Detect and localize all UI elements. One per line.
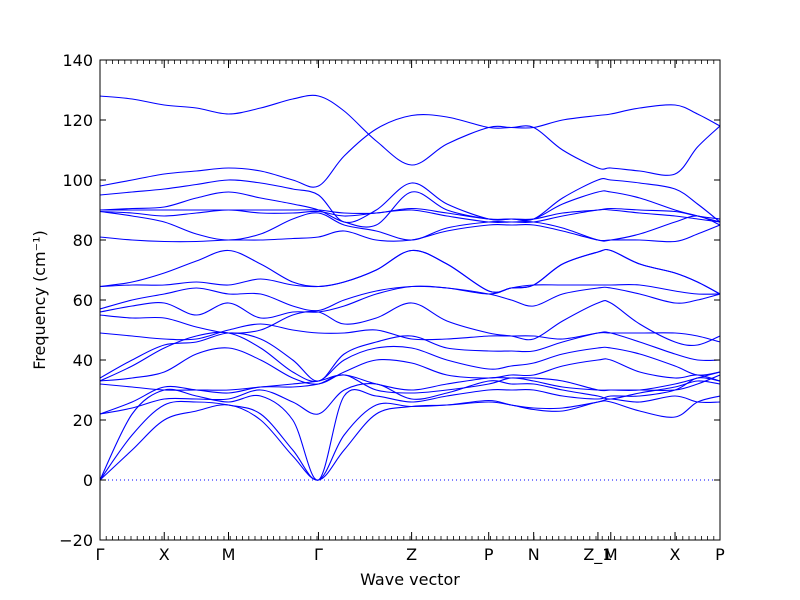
band-1	[100, 395, 720, 481]
band-10	[100, 323, 720, 343]
band-6	[100, 371, 720, 392]
x-tick-label: X	[159, 545, 170, 564]
plot-frame	[99, 59, 721, 541]
x-tick-label: X	[670, 545, 681, 564]
band-7	[100, 347, 720, 385]
band-5	[100, 374, 720, 415]
band-4	[100, 380, 720, 415]
band-18	[100, 208, 720, 223]
band-17	[100, 210, 720, 242]
x-axis-ticks	[99, 60, 721, 540]
x-tick-label: M	[604, 545, 618, 564]
y-tick-label: 140	[62, 51, 93, 70]
band-8	[100, 331, 720, 382]
y-tick-label: 120	[62, 111, 93, 130]
x-tick-label: N	[528, 545, 540, 564]
band-20	[100, 190, 720, 228]
y-tick-label: −20	[59, 531, 93, 550]
band-11	[100, 300, 720, 346]
band-13	[100, 284, 720, 312]
x-tick-label: M	[222, 545, 236, 564]
high-symmetry-lines: Γ X M Γ Z P N Z_1M X P	[96, 60, 725, 565]
y-tick-label: 60	[73, 291, 93, 310]
band-19	[100, 207, 720, 220]
y-tick-label: 20	[73, 411, 93, 430]
band-2	[100, 395, 720, 481]
x-tick-label: Γ	[314, 545, 323, 564]
y-tick-label: 40	[73, 351, 93, 370]
x-tick-label: Z_1	[583, 545, 612, 565]
band-lines	[100, 94, 720, 481]
y-tick-label: 0	[83, 471, 93, 490]
x-axis-label: Wave vector	[360, 570, 460, 589]
band-22	[100, 104, 720, 188]
band-16	[100, 224, 720, 243]
x-tick-label: P	[715, 545, 725, 564]
band-12	[100, 285, 720, 319]
band-23	[100, 94, 720, 176]
y-axis-label: Frequency (cm⁻¹)	[30, 230, 49, 369]
y-tick-label: 80	[73, 231, 93, 250]
x-tick-label: Γ	[96, 545, 105, 564]
y-axis-ticks: −20 0 20 40 60 80 100 120 140	[59, 51, 720, 550]
band-15	[100, 248, 720, 295]
band-9	[100, 331, 720, 382]
x-tick-label: Z	[406, 545, 417, 564]
x-tick-label: P	[484, 545, 494, 564]
band-14	[100, 248, 720, 295]
y-tick-label: 100	[62, 171, 93, 190]
band-21	[100, 178, 720, 224]
